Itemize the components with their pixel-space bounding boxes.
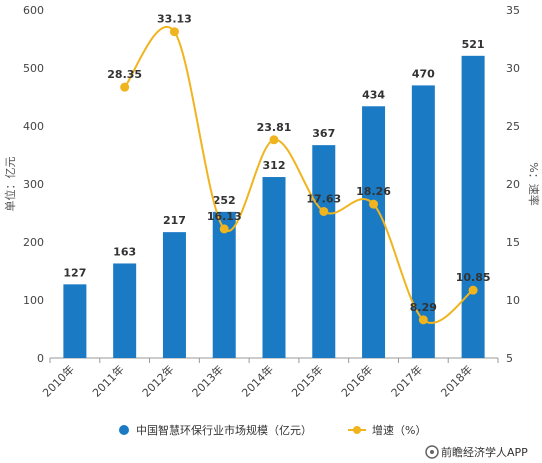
left-tick-label: 400: [23, 120, 44, 133]
left-tick-label: 0: [37, 352, 44, 365]
bar-value-label: 434: [362, 88, 385, 101]
growth-value-label: 33.13: [157, 13, 192, 26]
bar-value-label: 312: [263, 159, 286, 172]
bar-value-label: 217: [163, 214, 186, 227]
growth-value-label: 10.85: [456, 271, 491, 284]
bar-value-label: 127: [63, 266, 86, 279]
logo-ring: [425, 445, 439, 459]
right-tick-label: 5: [506, 352, 513, 365]
growth-point: [219, 224, 229, 234]
growth-line: [123, 26, 474, 324]
x-tick-label: 2018年: [438, 362, 475, 399]
bar: [461, 55, 485, 358]
growth-point: [120, 82, 130, 92]
left-tick-label: 100: [23, 294, 44, 307]
x-tick-label: 2016年: [338, 362, 375, 399]
x-tick-label: 2017年: [388, 362, 425, 399]
source-credit: 前瞻经济学人APP: [425, 445, 528, 459]
left-tick-label: 300: [23, 178, 44, 191]
bar: [113, 263, 137, 358]
x-axis-ticks: 2010年 2011年 2012年 2013年 2014年 2015年 2016年 2017年…: [40, 358, 499, 400]
bar-value-label: 521: [462, 38, 485, 51]
bar-value-labels: 127 163 217 252 312 367 434 470 521: [63, 38, 484, 280]
legend-line-label: 增速（%）: [372, 423, 426, 437]
growth-value-label: 28.35: [107, 68, 142, 81]
growth-value-label: 23.81: [257, 121, 292, 134]
growth-value-label: 8.29: [410, 301, 437, 314]
growth-point: [468, 285, 478, 295]
logo-dot: [430, 450, 434, 454]
right-tick-label: 10: [506, 294, 520, 307]
x-tick-label: 2015年: [288, 362, 325, 399]
right-tick-label: 25: [506, 120, 520, 133]
growth-point: [169, 27, 179, 37]
bar-value-label: 252: [213, 194, 236, 207]
right-tick-label: 15: [506, 236, 520, 249]
bar-value-label: 367: [312, 127, 335, 140]
brand-logo-icon: [425, 445, 439, 459]
legend-bar-swatch: [119, 425, 129, 435]
bar: [63, 284, 87, 358]
growth-value-labels: 28.35 33.13 16.13 23.81 17.63 18.26 8.29 10.85: [107, 13, 490, 314]
bar: [362, 106, 386, 358]
growth-points: [120, 27, 478, 325]
bar-value-label: 163: [113, 245, 136, 258]
growth-value-label: 16.13: [207, 210, 242, 223]
bar: [312, 145, 336, 358]
bar: [262, 177, 286, 358]
x-tick-label: 2014年: [239, 362, 276, 399]
growth-point: [319, 206, 329, 216]
legend: 中国智慧环保行业市场规模（亿元） 增速（%）: [119, 423, 426, 437]
x-tick-label: 2010年: [40, 362, 77, 399]
left-tick-label: 500: [23, 62, 44, 75]
left-tick-label: 600: [23, 4, 44, 17]
legend-line-swatch-dot: [353, 426, 361, 434]
legend-bar-label: 中国智慧环保行业市场规模（亿元）: [136, 423, 312, 437]
growth-point: [269, 135, 279, 145]
x-tick-label: 2013年: [189, 362, 226, 399]
growth-point: [418, 315, 428, 325]
bar-value-label: 470: [412, 67, 435, 80]
source-text: 前瞻经济学人APP: [441, 445, 528, 459]
growth-point: [369, 199, 379, 209]
right-tick-label: 35: [506, 4, 520, 17]
x-tick-label: 2011年: [89, 362, 126, 399]
right-axis-label: %：速率: [527, 162, 541, 205]
bar-series: [63, 55, 485, 359]
bar: [162, 232, 186, 358]
right-tick-label: 30: [506, 62, 520, 75]
left-tick-label: 200: [23, 236, 44, 249]
right-tick-label: 20: [506, 178, 520, 191]
growth-value-label: 18.26: [356, 185, 391, 198]
left-axis-label: 单位：亿元: [3, 157, 17, 212]
bar: [411, 85, 435, 359]
bar: [212, 211, 236, 358]
right-axis-ticks: 5 10 15 20 25 30 35: [506, 4, 520, 365]
left-axis-ticks: 0 100 200 300 400 500 600: [23, 4, 44, 365]
growth-value-label: 17.63: [306, 192, 341, 205]
x-tick-label: 2012年: [139, 362, 176, 399]
